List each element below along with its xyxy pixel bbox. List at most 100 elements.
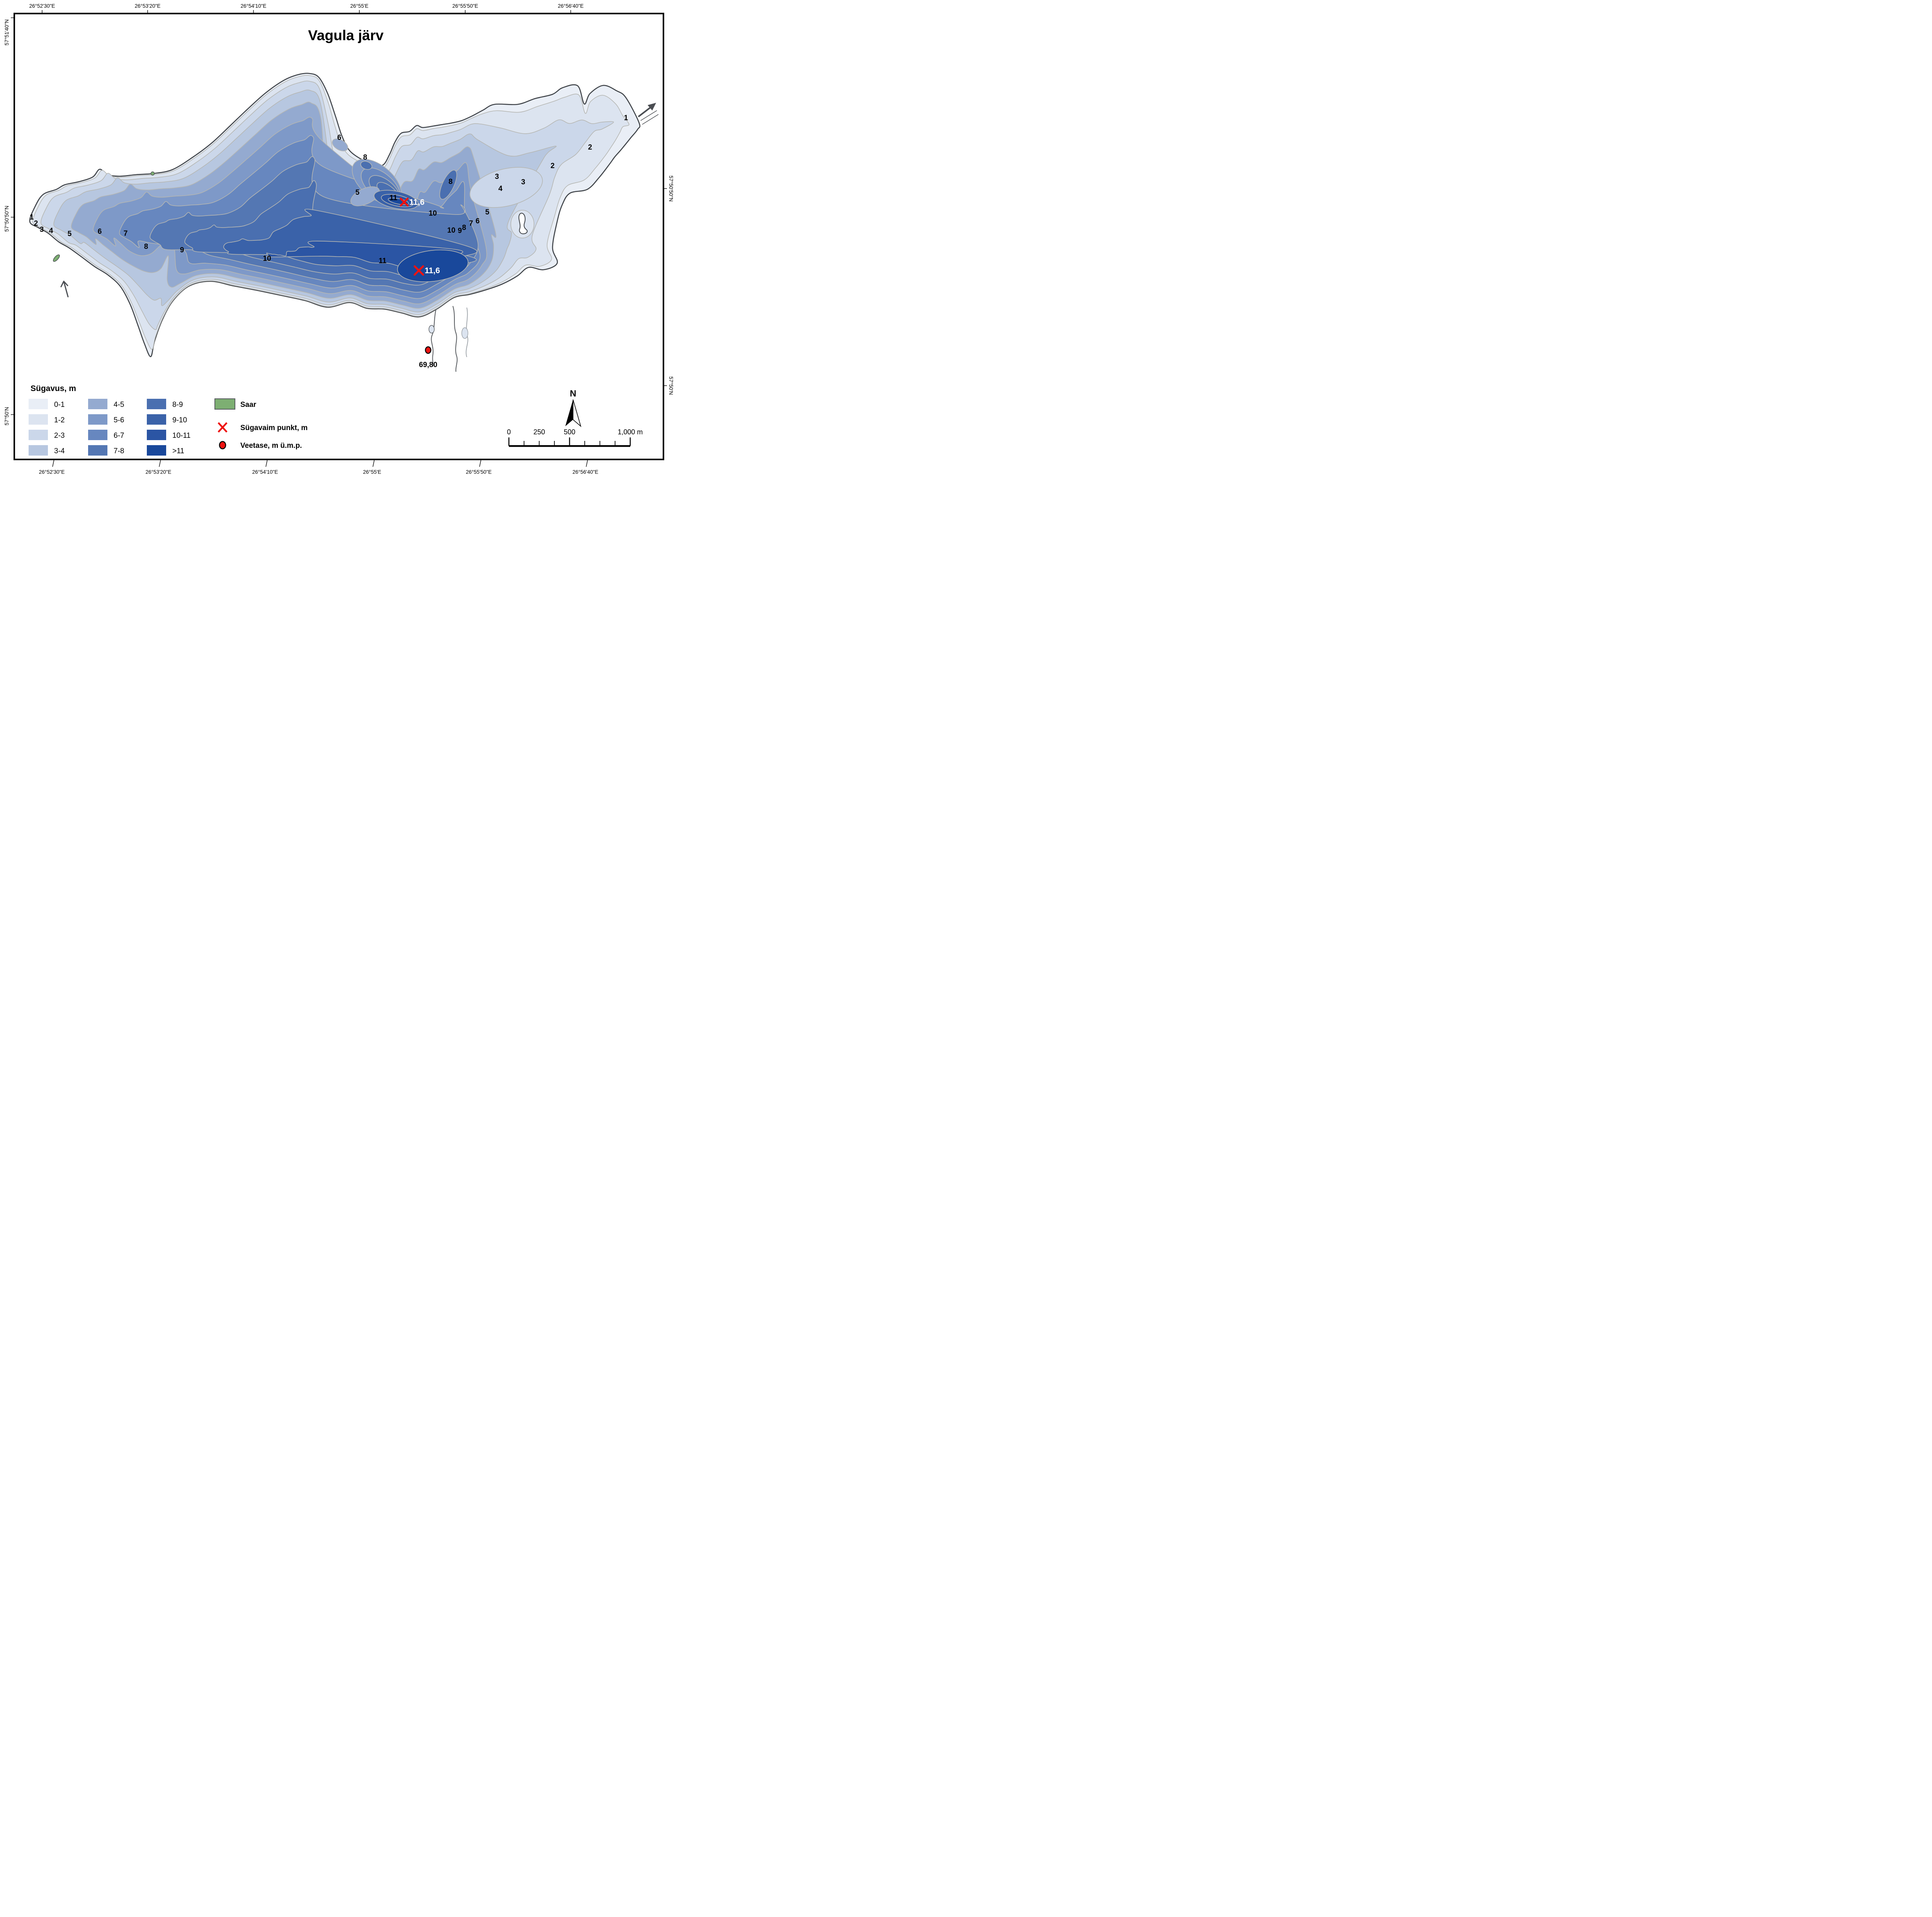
legend-class-label: 4-5: [114, 401, 124, 409]
graticule-tick-bottom: [479, 459, 481, 467]
shoal-mound-6: [332, 138, 348, 151]
water-level-dot-icon: [425, 346, 432, 354]
depth-label-2: 2: [34, 219, 38, 228]
legend-swatch-0-1: [29, 399, 48, 409]
north-arrow: N: [565, 388, 582, 427]
coord-label-bottom: 26°56'40"E: [573, 469, 599, 475]
legend-swatch-1-2: [29, 414, 48, 425]
scale-bar: 0 250 500 1,000 m: [507, 428, 643, 447]
depth-label-6: 6: [337, 134, 342, 142]
point-markers: 11,6 11,6 69,80: [400, 197, 440, 369]
legend-class-label: 6-7: [114, 432, 124, 440]
legend-class-label: 7-8: [114, 447, 124, 455]
stream-south-1: [431, 310, 436, 367]
legend-swatch-4-5: [88, 399, 107, 409]
legend-swatch-8-9: [147, 399, 166, 409]
legend-class-label: >11: [172, 447, 184, 455]
legend-class-label: 8-9: [172, 401, 183, 409]
scale-bar-label: 0: [507, 428, 511, 436]
depth-label-2: 2: [551, 162, 555, 170]
coord-label-bottom: 26°55'E: [363, 469, 381, 475]
depth-label-3: 3: [40, 226, 44, 234]
deepest-point-label: Sügavaim punkt, m: [240, 424, 308, 432]
depth-label-9: 9: [180, 246, 184, 254]
water-level-label: Veetase, m ü.m.p.: [240, 442, 302, 450]
depth-label-11: 11: [389, 194, 398, 202]
depth-label-5: 5: [355, 189, 360, 197]
stream-south-2: [452, 306, 458, 372]
coord-label-right: 57°50'50"N: [668, 175, 674, 202]
coord-label-top: 26°55'50"E: [452, 3, 478, 9]
depth-label-4: 4: [498, 185, 503, 193]
deepest-point-x-icon: [413, 265, 424, 276]
legend-swatch-6-7: [88, 430, 107, 440]
graticule-tick-bottom: [372, 459, 375, 467]
depth-label-7: 7: [124, 230, 128, 238]
depth-label-7: 7: [469, 219, 473, 228]
legend-class-label: 3-4: [54, 447, 65, 455]
depth-label-1: 1: [30, 213, 34, 221]
pond-2: [461, 327, 468, 339]
coord-label-top: 26°54'10"E: [241, 3, 267, 9]
legend-swatch->11: [147, 445, 166, 456]
north-arrow-left: [565, 400, 573, 426]
depth-label-8: 8: [462, 224, 466, 232]
depth-label-3: 3: [521, 178, 526, 186]
outflow-arrow-shaft: [638, 106, 652, 117]
legend-class-label: 1-2: [54, 416, 65, 424]
island-label: Saar: [240, 401, 257, 409]
island-saar-southwest: [53, 254, 60, 262]
bathymetric-map: Vagula järv 26°52'30"E 26°53'20"E 26°54'10…: [0, 0, 678, 479]
stream-south-3: [466, 307, 468, 357]
depth-label-6: 6: [98, 228, 102, 236]
coord-label-top: 26°56'40"E: [558, 3, 584, 9]
pocket-8: [360, 161, 372, 170]
depth-label-10: 10: [447, 226, 455, 235]
island-saar-north: [150, 171, 155, 176]
legend-swatch-7-8: [88, 445, 107, 456]
coord-label-left: 57°50'50"N: [4, 206, 10, 232]
outflow-arrow-icon: [648, 103, 656, 111]
lake-bathymetry: [29, 73, 641, 357]
north-label: N: [570, 388, 577, 398]
coord-label-right: 57°50'N: [668, 376, 674, 395]
depth-label-4: 4: [49, 227, 53, 235]
depth-label-9: 9: [458, 227, 462, 235]
scale-bar-line: [509, 445, 630, 447]
legend-class-label: 5-6: [114, 416, 124, 424]
coord-label-top: 26°53'20"E: [135, 3, 161, 9]
coord-label-bottom: 26°54'10"E: [252, 469, 278, 475]
coord-label-bottom: 26°52'30"E: [39, 469, 65, 475]
depth-label-1: 1: [624, 114, 628, 122]
depth-label-5: 5: [68, 230, 72, 238]
depth-label-10: 10: [429, 209, 437, 218]
legend-swatch-3-4: [29, 445, 48, 456]
graticule-tick-bottom: [586, 459, 588, 467]
deepest-point-value: 11,6: [409, 198, 425, 207]
scale-bar-label: 250: [533, 428, 545, 436]
pond-1: [429, 325, 435, 333]
legend-class-label: 10-11: [172, 432, 190, 440]
depth-label-8: 8: [449, 178, 453, 186]
water-level-value: 69,80: [419, 361, 437, 369]
pocket-8-east: [439, 170, 457, 200]
depth-label-3: 3: [495, 173, 499, 181]
deepest-point-x-icon: [218, 422, 228, 433]
inflow-arrow-icon: [60, 281, 69, 298]
depth-label-8: 8: [363, 153, 367, 162]
coord-label-bottom: 26°55'50"E: [466, 469, 492, 475]
legend-class-label: 2-3: [54, 432, 65, 440]
island-white-boot: [518, 213, 528, 235]
shoal-mound-5: [350, 186, 380, 206]
depth-label-2: 2: [588, 143, 592, 151]
east-shallow-patch: [469, 167, 543, 208]
legend-swatch-9-10: [147, 414, 166, 425]
map-features: [53, 103, 659, 372]
depth-label-10: 10: [263, 255, 271, 263]
coord-label-top: 26°55'E: [350, 3, 368, 9]
legend-swatch-10-11: [147, 430, 166, 440]
water-level-dot-icon: [219, 441, 226, 449]
map-title: Vagula järv: [308, 27, 384, 43]
coord-label-left: 57°50'N: [4, 407, 10, 425]
